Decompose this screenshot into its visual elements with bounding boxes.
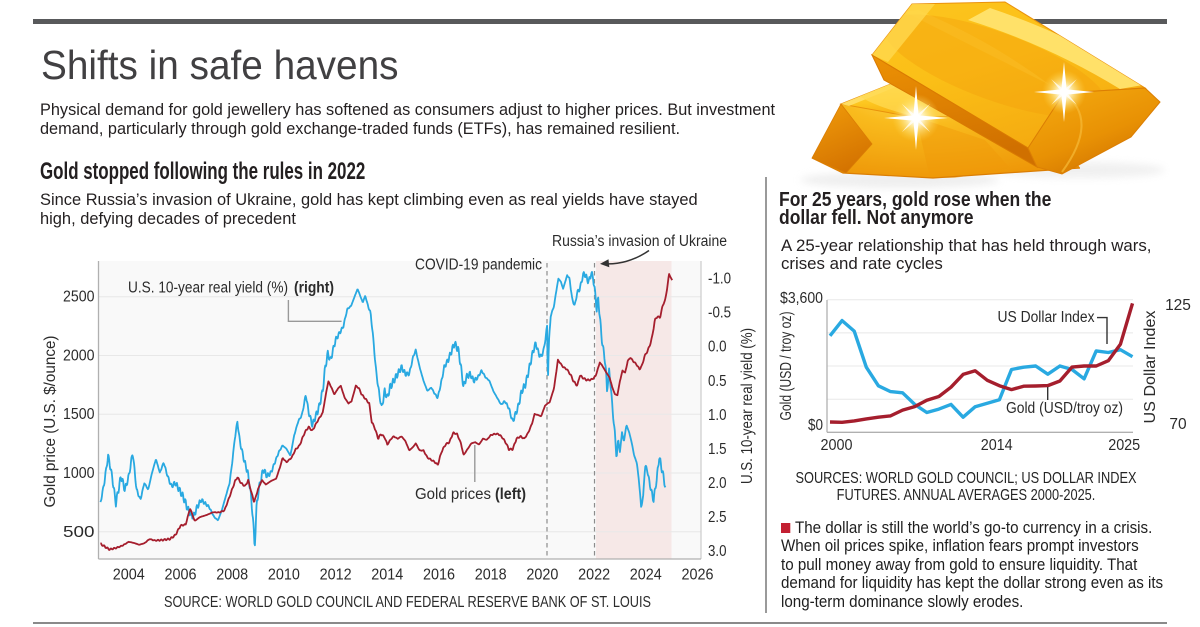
svg-text:Gold price (U.S. $/ounce): Gold price (U.S. $/ounce) <box>42 336 59 508</box>
svg-text:SOURCE: WORLD GOLD COUNCIL AND: SOURCE: WORLD GOLD COUNCIL AND FEDERAL R… <box>164 594 651 611</box>
svg-text:2025: 2025 <box>1108 437 1140 454</box>
svg-text:(right): (right) <box>294 280 334 297</box>
svg-text:70: 70 <box>1169 416 1187 433</box>
svg-text:$0: $0 <box>808 417 823 434</box>
svg-text:2008: 2008 <box>216 567 248 584</box>
svg-text:2500: 2500 <box>63 289 95 306</box>
svg-text:Gold prices: Gold prices <box>415 486 491 503</box>
svg-text:0.5: 0.5 <box>708 373 727 390</box>
svg-text:US Dollar Index: US Dollar Index <box>1142 311 1159 424</box>
svg-text:1.5: 1.5 <box>708 441 727 458</box>
svg-text:2.5: 2.5 <box>708 509 727 526</box>
svg-text:U.S. 10-year real yield (%): U.S. 10-year real yield (%) <box>739 328 756 484</box>
svg-text:U.S. 10-year real yield (%): U.S. 10-year real yield (%) <box>128 280 288 297</box>
svg-text:2026: 2026 <box>682 567 714 584</box>
svg-text:Russia’s invasion of Ukraine: Russia’s invasion of Ukraine <box>552 233 727 250</box>
svg-text:(left): (left) <box>495 486 526 503</box>
svg-text:$3,600: $3,600 <box>780 290 823 307</box>
svg-text:2018: 2018 <box>475 567 507 584</box>
svg-text:2022: 2022 <box>578 567 610 584</box>
svg-text:2012: 2012 <box>320 567 352 584</box>
svg-text:3.0: 3.0 <box>708 543 727 560</box>
svg-text:2.0: 2.0 <box>708 475 727 492</box>
svg-text:500: 500 <box>63 524 95 541</box>
svg-text:-1.0: -1.0 <box>708 271 731 288</box>
svg-text:COVID-19 pandemic: COVID-19 pandemic <box>415 257 542 274</box>
svg-text:2000: 2000 <box>821 437 853 454</box>
svg-text:2000: 2000 <box>63 348 95 365</box>
svg-text:US Dollar Index: US Dollar Index <box>998 309 1095 326</box>
svg-text:2014: 2014 <box>981 437 1013 454</box>
svg-text:2010: 2010 <box>268 567 300 584</box>
svg-text:1500: 1500 <box>63 406 95 423</box>
svg-text:2016: 2016 <box>423 567 455 584</box>
svg-text:1.0: 1.0 <box>708 407 727 424</box>
svg-text:2006: 2006 <box>165 567 197 584</box>
svg-text:-0.5: -0.5 <box>708 305 731 322</box>
svg-text:Gold (USD / troy oz): Gold (USD / troy oz) <box>778 312 795 421</box>
svg-text:2020: 2020 <box>526 567 558 584</box>
svg-text:2004: 2004 <box>113 567 145 584</box>
svg-text:1000: 1000 <box>63 465 95 482</box>
svg-text:2024: 2024 <box>630 567 662 584</box>
svg-text:125: 125 <box>1165 297 1191 314</box>
svg-text:2014: 2014 <box>371 567 403 584</box>
svg-text:0.0: 0.0 <box>708 339 727 356</box>
svg-text:Gold (USD/troy oz): Gold (USD/troy oz) <box>1006 400 1123 417</box>
